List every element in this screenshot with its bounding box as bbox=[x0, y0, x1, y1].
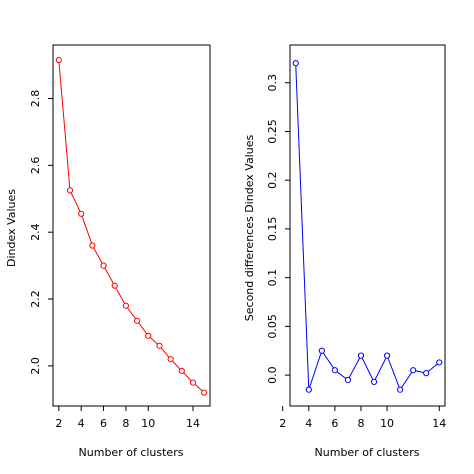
dindex-x-ticks: 2 4 6 8 10 14 bbox=[55, 406, 200, 430]
dindex-data-point bbox=[201, 389, 208, 396]
dindex-data-point bbox=[55, 56, 62, 64]
second-differences-data-point bbox=[331, 367, 338, 374]
second-differences-y-tick-label: 0.15 bbox=[266, 217, 279, 242]
dindex-x-label: Number of clusters bbox=[79, 446, 184, 459]
second-differences-data-point bbox=[397, 386, 404, 393]
dindex-x-tick-label: 4 bbox=[78, 417, 85, 430]
dindex-x-tick-label: 6 bbox=[100, 417, 107, 430]
second-differences-x-tick-label: 10 bbox=[380, 417, 394, 430]
second-differences-y-tick-label: 0.25 bbox=[266, 119, 279, 144]
second-differences-data-point bbox=[357, 352, 365, 359]
second-differences-x-tick-label: 14 bbox=[432, 417, 446, 430]
second-differences-x-tick-label: 4 bbox=[305, 417, 312, 430]
dindex-y-tick-label: 2.8 bbox=[29, 90, 42, 108]
second-differences-y-tick-label: 0.3 bbox=[266, 74, 279, 92]
dindex-y-tick-label: 2.4 bbox=[29, 223, 42, 241]
second-differences-x-ticks: 2 4 6 8 10 14 bbox=[279, 406, 446, 430]
dindex-x-tick-label: 10 bbox=[141, 417, 155, 430]
dindex-y-tick-label: 2.2 bbox=[29, 290, 42, 308]
second-differences-y-tick-label: 0.1 bbox=[266, 269, 279, 287]
second-differences-data-point bbox=[318, 347, 325, 354]
second-differences-y-label: Second differences Dindex Values bbox=[243, 135, 256, 322]
second-differences-x-tick-label: 8 bbox=[357, 417, 364, 430]
dindex-data-point bbox=[78, 210, 85, 217]
dindex-y-tick-label: 2.6 bbox=[29, 157, 42, 175]
second-differences-panel: 2 4 6 8 10 14 0.0 0.05 0.1 0.15 0.2 0.25 0.3 Number… bbox=[243, 44, 446, 459]
second-differences-data-point bbox=[292, 60, 299, 67]
dindex-data-point bbox=[111, 282, 118, 289]
second-differences-data-point bbox=[410, 367, 417, 374]
dindex-data-point bbox=[122, 302, 130, 309]
second-differences-x-label: Number of clusters bbox=[315, 446, 420, 459]
second-differences-data-point bbox=[370, 378, 378, 386]
second-differences-y-tick-label: 0.05 bbox=[266, 314, 279, 339]
dindex-y-label: Dindex Values bbox=[5, 189, 18, 267]
second-differences-data-point bbox=[305, 386, 312, 393]
dindex-series-line bbox=[58, 59, 205, 393]
second-differences-x-tick-label: 2 bbox=[279, 417, 286, 430]
dindex-data-point bbox=[133, 317, 141, 324]
second-differences-series-line bbox=[295, 63, 440, 391]
dindex-plot-frame bbox=[52, 44, 211, 407]
dindex-data-point bbox=[189, 379, 197, 386]
second-differences-data-point bbox=[383, 352, 391, 359]
second-differences-y-tick-label: 0.2 bbox=[266, 171, 279, 189]
dindex-data-point bbox=[178, 367, 185, 375]
dindex-data-point bbox=[89, 242, 96, 249]
dindex-x-tick-label: 2 bbox=[55, 417, 62, 430]
dindex-y-tick-label: 2.0 bbox=[29, 357, 42, 375]
dindex-y-ticks: 2.0 2.2 2.4 2.6 2.8 bbox=[29, 90, 53, 375]
second-differences-x-tick-label: 6 bbox=[331, 417, 338, 430]
second-differences-points bbox=[292, 60, 443, 393]
dindex-x-tick-label: 8 bbox=[122, 417, 129, 430]
dindex-points bbox=[55, 56, 208, 396]
second-differences-data-point bbox=[423, 370, 430, 377]
dindex-data-point bbox=[66, 187, 74, 194]
second-differences-data-point bbox=[344, 376, 352, 384]
dindex-x-tick-label: 14 bbox=[186, 417, 200, 430]
second-differences-y-tick-label: 0.0 bbox=[266, 366, 279, 384]
dindex-data-point bbox=[156, 342, 163, 349]
second-differences-y-ticks: 0.0 0.05 0.1 0.15 0.2 0.25 0.3 bbox=[266, 74, 290, 384]
second-differences-data-point bbox=[436, 359, 443, 366]
dindex-data-point bbox=[145, 332, 152, 339]
second-differences-plot-frame bbox=[289, 44, 446, 407]
dindex-data-point bbox=[100, 262, 107, 269]
dindex-data-point bbox=[167, 356, 174, 363]
dindex-panel: 2 4 6 8 10 14 2.0 2.2 2.4 2.6 2.8 Number of clust… bbox=[5, 44, 211, 459]
